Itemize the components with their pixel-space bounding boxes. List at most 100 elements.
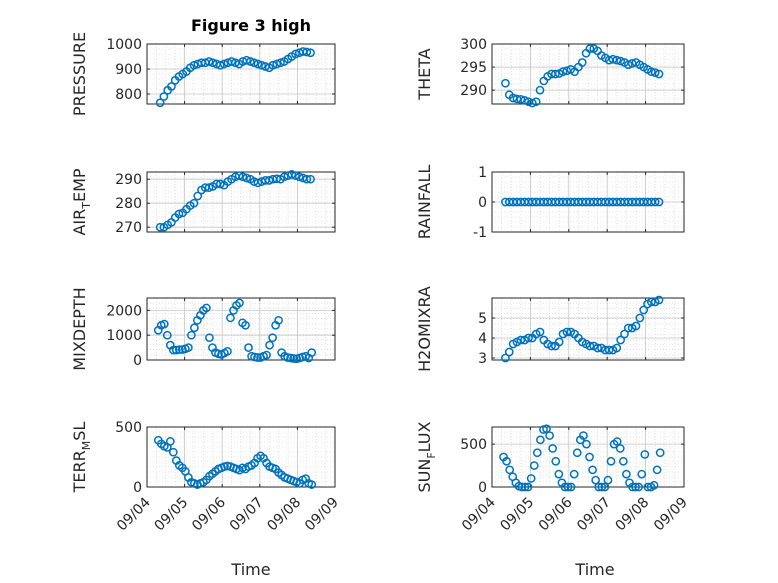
theta-data-point: [577, 58, 587, 67]
pressure-y-axis-label: PRESSURE: [70, 32, 89, 116]
theta-data-point: [612, 55, 622, 65]
theta-data-point: [539, 76, 549, 86]
sun-flux-data-point: [640, 450, 650, 459]
sun-flux-data-point: [551, 456, 561, 466]
sun-flux-x-tick-label: 09/07: [574, 495, 614, 535]
sun-flux-data-point: [545, 431, 554, 440]
theta-data-point: [520, 95, 529, 105]
mixdepth-data-point: [205, 333, 214, 343]
figure-title: Figure 3 high: [191, 16, 311, 35]
pressure-y-tick-label: 900: [115, 62, 142, 78]
mixdepth-data-point: [307, 348, 317, 357]
rainfall-data-point: [650, 197, 660, 207]
theta-data-point: [650, 68, 660, 77]
mixdepth-y-axis-label: MIXDEPTH: [70, 287, 89, 370]
sun-flux-data-point: [566, 482, 576, 492]
air-temp-data-point: [287, 170, 297, 179]
sun-flux-data-point: [536, 435, 545, 445]
mixdepth-data-point: [253, 353, 262, 362]
sun-flux-data-point: [554, 469, 564, 479]
rainfall-y-tick-label: 0: [478, 195, 487, 211]
mixdepth-data-point: [159, 319, 169, 329]
subplot-theta: 300 295 290 THETA: [415, 37, 685, 108]
pressure-data-point: [159, 92, 169, 101]
air-temp-data-point: [174, 209, 184, 219]
sun-flux-data-point: [655, 448, 665, 458]
mixdepth-data-point: [187, 330, 196, 340]
sun-flux-data-point: [529, 461, 539, 470]
sun-flux-data-point: [649, 480, 659, 490]
mixdepth-data-point: [190, 323, 199, 333]
sun-flux-x-tick-label: 09/09: [651, 495, 691, 535]
sun-flux-data-point: [600, 482, 610, 492]
h2omixra-data-point: [623, 323, 633, 333]
sun-flux-data-point: [634, 482, 644, 492]
sun-flux-y-axis-label-part: SUN: [415, 459, 434, 493]
theta-data-point: [585, 44, 595, 53]
sun-flux-data-point: [569, 469, 579, 479]
h2omixra-data-point: [562, 327, 572, 337]
pressure-data-point: [167, 82, 176, 91]
mixdepth-data-point: [168, 345, 178, 355]
theta-data-point: [527, 98, 537, 108]
h2omixra-data-point: [504, 347, 514, 357]
h2omixra-data-point: [516, 335, 526, 345]
theta-data-points: [501, 44, 664, 108]
h2omixra-y-tick-label: 4: [478, 331, 487, 347]
air-temp-data-point: [204, 183, 214, 192]
h2omixra-data-point: [620, 329, 629, 339]
air-temp-y-axis-label-sub: T: [80, 202, 93, 210]
pressure-data-point: [291, 49, 300, 59]
air-temp-data-point: [302, 174, 312, 184]
subplot-air-temp: 290 280 270 AIRTEMP: [70, 168, 336, 236]
rainfall-data-point: [654, 197, 664, 207]
rainfall-data-points: [501, 197, 664, 207]
mixdepth-data-point: [268, 333, 277, 343]
mixdepth-data-point: [202, 303, 211, 313]
air-temp-data-point: [234, 171, 244, 180]
pressure-data-point: [208, 58, 218, 68]
pressure-data-point: [257, 60, 267, 70]
air-temp-y-axis-label: AIRTEMP: [70, 168, 93, 235]
air-temp-data-point: [291, 171, 300, 180]
pressure-data-point: [272, 59, 282, 69]
mixdepth-data-point: [241, 320, 250, 330]
air-temp-data-point: [272, 174, 282, 184]
sun-flux-data-point: [523, 482, 533, 492]
pressure-data-point: [242, 55, 251, 65]
h2omixra-data-point: [639, 305, 649, 315]
mixdepth-y-tick-label: 2000: [106, 303, 142, 319]
terr-msl-x-tick-label: 09/05: [152, 495, 192, 535]
air-temp-y-tick-label: 290: [115, 172, 142, 188]
theta-y-tick-label: 290: [460, 83, 487, 99]
sun-flux-y-axis-label: SUNFLUX: [415, 421, 438, 492]
mixdepth-data-point: [174, 345, 184, 354]
pressure-data-point: [302, 47, 312, 57]
h2omixra-axes-box: [491, 297, 685, 361]
sun-flux-data-point: [591, 475, 601, 485]
mixdepth-data-point: [226, 313, 235, 323]
pressure-data-point: [306, 48, 315, 58]
mixdepth-data-points: [153, 298, 317, 364]
theta-data-point: [608, 54, 618, 64]
sun-flux-data-point: [560, 482, 570, 492]
mixdepth-data-point: [162, 330, 172, 340]
sun-flux-data-point: [618, 456, 628, 466]
terr-msl-x-tick-label: 09/06: [189, 494, 229, 534]
theta-data-point: [531, 97, 541, 107]
air-temp-data-point: [294, 172, 304, 182]
h2omixra-tick-marks: [491, 298, 685, 360]
sun-flux-x-tick-label: 09/06: [536, 494, 576, 534]
sun-flux-data-point: [502, 456, 511, 466]
mixdepth-data-point: [244, 343, 253, 352]
h2omixra-data-point: [612, 343, 622, 353]
sun-flux-data-point: [572, 448, 582, 458]
sun-flux-minor-grid: [491, 427, 685, 487]
theta-data-point: [654, 69, 664, 79]
h2omixra-data-point: [631, 321, 641, 331]
air-temp-data-point: [242, 173, 251, 183]
pressure-y-tick-label: 1000: [106, 37, 142, 53]
terr-msl-y-axis-label-part: TERR: [70, 450, 89, 493]
terr-msl-y-axis-label: TERRMSL: [70, 422, 93, 494]
